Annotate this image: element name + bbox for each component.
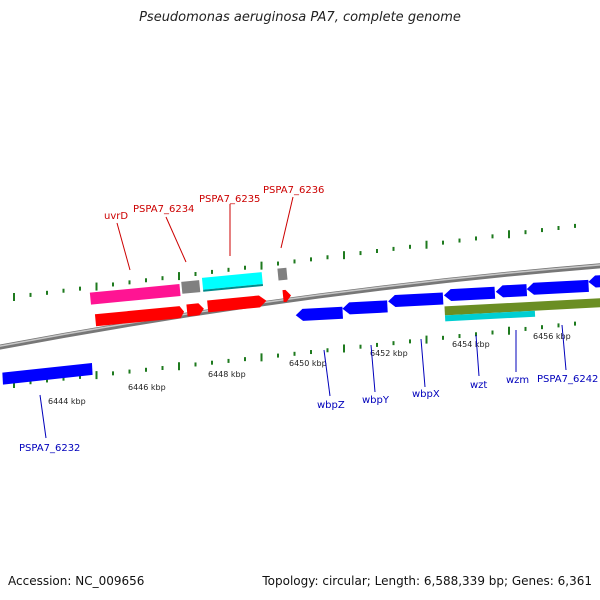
feature-cyan-band[interactable] (444, 310, 536, 322)
label-wzt[interactable]: wzt (470, 380, 487, 391)
label-uvrD[interactable]: uvrD (104, 211, 128, 222)
kbp-label-6450: 6450 kbp (289, 359, 327, 368)
feature-uvrD-pink[interactable] (89, 284, 181, 305)
label-PSPA7_6232[interactable]: PSPA7_6232 (19, 443, 80, 454)
feature-wbpY[interactable] (342, 300, 388, 315)
feature-uvrD-red[interactable] (94, 306, 185, 327)
label-wbpX[interactable]: wbpX (412, 389, 440, 400)
kbp-label-6456: 6456 kbp (533, 332, 571, 341)
upper-tick-row (13, 223, 576, 301)
kbp-label-6448: 6448 kbp (208, 370, 246, 379)
genome-backbone (0, 263, 600, 350)
feature-6235-red[interactable] (207, 295, 267, 313)
feature-6234-red[interactable] (186, 303, 204, 317)
feature-6236-red[interactable] (282, 289, 292, 303)
label-wzm[interactable]: wzm (506, 375, 529, 386)
label-wbpZ[interactable]: wbpZ (317, 400, 345, 411)
feature-wzt[interactable] (443, 286, 496, 302)
feature-6235-cyan[interactable] (201, 272, 263, 290)
label-PSPA7_6236[interactable]: PSPA7_6236 (263, 185, 324, 196)
feature-wbpX[interactable] (388, 292, 444, 307)
kbp-label-6446: 6446 kbp (128, 383, 166, 392)
feature-wzm[interactable] (495, 284, 528, 298)
forward-strand-features (89, 267, 292, 327)
reverse-gene-labels: PSPA7_6232 wbpZ wbpY wbpX wzt wzm PSPA7_… (19, 324, 598, 454)
kbp-scale-labels: 6444 kbp 6446 kbp 6448 kbp 6450 kbp 6452… (48, 332, 571, 406)
label-PSPA7_6235[interactable]: PSPA7_6235 (199, 194, 260, 205)
kbp-label-6452: 6452 kbp (370, 349, 408, 358)
accession-text: Accession: NC_009656 (8, 574, 145, 588)
feature-edge-blue[interactable] (588, 274, 600, 288)
genome-summary-text: Topology: circular; Length: 6,588,339 bp… (262, 574, 592, 588)
label-wbpY[interactable]: wbpY (362, 395, 390, 406)
feature-6235-cyan-underline (203, 284, 264, 292)
feature-PSPA7_6232[interactable] (2, 362, 93, 385)
forward-gene-labels: uvrD PSPA7_6234 PSPA7_6235 PSPA7_6236 (104, 185, 324, 271)
feature-PSPA7_6242[interactable] (526, 279, 589, 295)
kbp-label-6454: 6454 kbp (452, 340, 490, 349)
feature-6234-gray[interactable] (181, 280, 201, 294)
feature-6236-gray[interactable] (277, 267, 288, 281)
label-PSPA7_6242[interactable]: PSPA7_6242 (537, 374, 598, 385)
label-PSPA7_6234[interactable]: PSPA7_6234 (133, 204, 194, 215)
kbp-label-6444: 6444 kbp (48, 397, 86, 406)
reverse-strand-features (2, 274, 600, 385)
feature-wbpZ[interactable] (295, 306, 343, 321)
genome-title: Pseudomonas aeruginosa PA7, complete gen… (139, 10, 461, 25)
feature-olive-band[interactable] (444, 297, 600, 316)
